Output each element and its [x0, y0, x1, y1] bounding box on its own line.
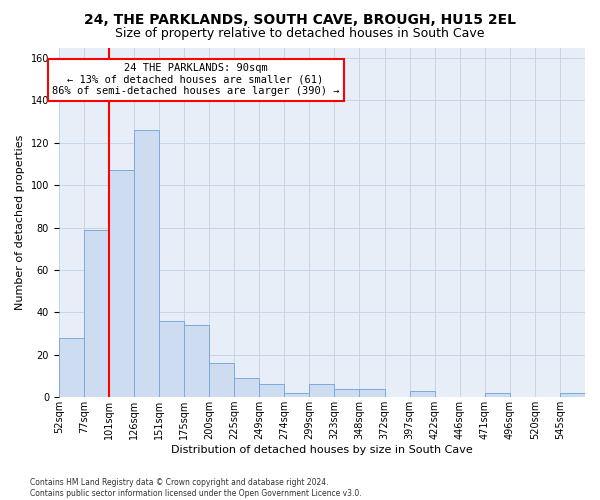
X-axis label: Distribution of detached houses by size in South Cave: Distribution of detached houses by size …: [171, 445, 473, 455]
Bar: [209, 364, 234, 397]
Text: 24 THE PARKLANDS: 90sqm
← 13% of detached houses are smaller (61)
86% of semi-de: 24 THE PARKLANDS: 90sqm ← 13% of detache…: [52, 63, 340, 96]
Bar: [159, 321, 184, 397]
Bar: [134, 130, 159, 397]
Bar: [410, 391, 434, 397]
Bar: [560, 393, 585, 397]
Bar: [84, 230, 109, 397]
Bar: [109, 170, 134, 397]
Bar: [334, 388, 359, 397]
Bar: [259, 384, 284, 397]
Bar: [359, 388, 385, 397]
Text: Size of property relative to detached houses in South Cave: Size of property relative to detached ho…: [115, 28, 485, 40]
Bar: [310, 384, 334, 397]
Text: Contains HM Land Registry data © Crown copyright and database right 2024.
Contai: Contains HM Land Registry data © Crown c…: [30, 478, 362, 498]
Bar: [284, 393, 310, 397]
Bar: [59, 338, 84, 397]
Text: 24, THE PARKLANDS, SOUTH CAVE, BROUGH, HU15 2EL: 24, THE PARKLANDS, SOUTH CAVE, BROUGH, H…: [84, 12, 516, 26]
Bar: [184, 325, 209, 397]
Y-axis label: Number of detached properties: Number of detached properties: [15, 134, 25, 310]
Bar: [485, 393, 510, 397]
Bar: [234, 378, 259, 397]
